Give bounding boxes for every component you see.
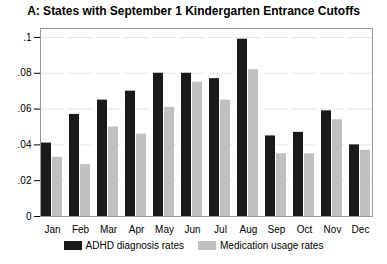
svg-text:Apr: Apr — [129, 224, 145, 235]
html-text:Medication usage rates: Medication usage rates — [220, 240, 324, 251]
svg-text:Mar: Mar — [100, 224, 118, 235]
svg-text:Nov: Nov — [324, 224, 342, 235]
svg-text:0: 0 — [26, 211, 32, 222]
svg-text:Dec: Dec — [352, 224, 370, 235]
svg-text:.06: .06 — [18, 103, 32, 114]
svg-text:Oct: Oct — [297, 224, 313, 235]
svg-text:Aug: Aug — [240, 224, 258, 235]
svg-text:May: May — [155, 224, 174, 235]
svg-text:Feb: Feb — [72, 224, 90, 235]
svg-text:.04: .04 — [18, 139, 32, 150]
svg-text:Jun: Jun — [184, 224, 200, 235]
html-text:A: States with September 1 Kin: A: States with September 1 Kindergarten … — [27, 4, 360, 18]
svg-text:.1: .1 — [23, 32, 32, 43]
svg-text:Jul: Jul — [214, 224, 227, 235]
html-text:ADHD diagnosis rates: ADHD diagnosis rates — [85, 240, 184, 251]
svg-text:Jan: Jan — [44, 224, 60, 235]
svg-text:Sep: Sep — [268, 224, 286, 235]
svg-text:.02: .02 — [18, 175, 32, 186]
svg-text:.08: .08 — [18, 67, 32, 78]
